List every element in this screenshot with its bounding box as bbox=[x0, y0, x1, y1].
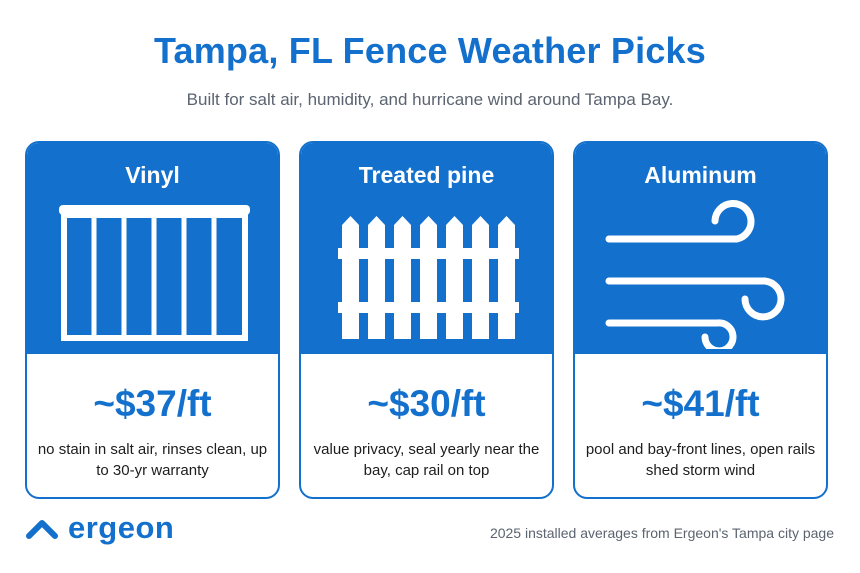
card-price: ~$37/ft bbox=[93, 383, 212, 424]
card-title: Aluminum bbox=[644, 162, 757, 188]
page-subtitle: Built for salt air, humidity, and hurric… bbox=[186, 90, 674, 109]
card-description: no stain in salt air, rinses clean, up t… bbox=[37, 441, 268, 479]
card-title: Treated pine bbox=[358, 162, 495, 188]
picket-fence-icon bbox=[338, 216, 519, 339]
card-header: Aluminum bbox=[575, 143, 826, 354]
page-title: Tampa, FL Fence Weather Picks bbox=[153, 30, 706, 71]
card-treated-pine: Treated pine ~$30/ft value privacy, seal… bbox=[299, 141, 554, 499]
ergeon-chevron-logo-icon bbox=[26, 520, 58, 539]
card-aluminum: Aluminum ~$41/ft pool and bay-front line… bbox=[573, 141, 828, 499]
wind-icon bbox=[605, 199, 785, 349]
brand-logo: ergeon bbox=[26, 510, 174, 546]
card-header: Vinyl bbox=[27, 143, 278, 354]
source-note: 2025 installed averages from Ergeon's Ta… bbox=[489, 525, 834, 541]
card-header: Treated pine bbox=[301, 143, 552, 354]
card-price: ~$30/ft bbox=[367, 383, 486, 424]
card-title: Vinyl bbox=[125, 162, 180, 188]
card-description: value privacy, seal yearly near the bay,… bbox=[313, 441, 540, 479]
card-price: ~$41/ft bbox=[641, 383, 760, 424]
card-vinyl: Vinyl ~$37/ft no stain in salt air, rins… bbox=[25, 141, 280, 499]
card-description: pool and bay-front lines, open rails she… bbox=[585, 441, 816, 479]
brand-name: ergeon bbox=[68, 510, 175, 545]
vinyl-panel-fence-icon bbox=[59, 205, 250, 341]
